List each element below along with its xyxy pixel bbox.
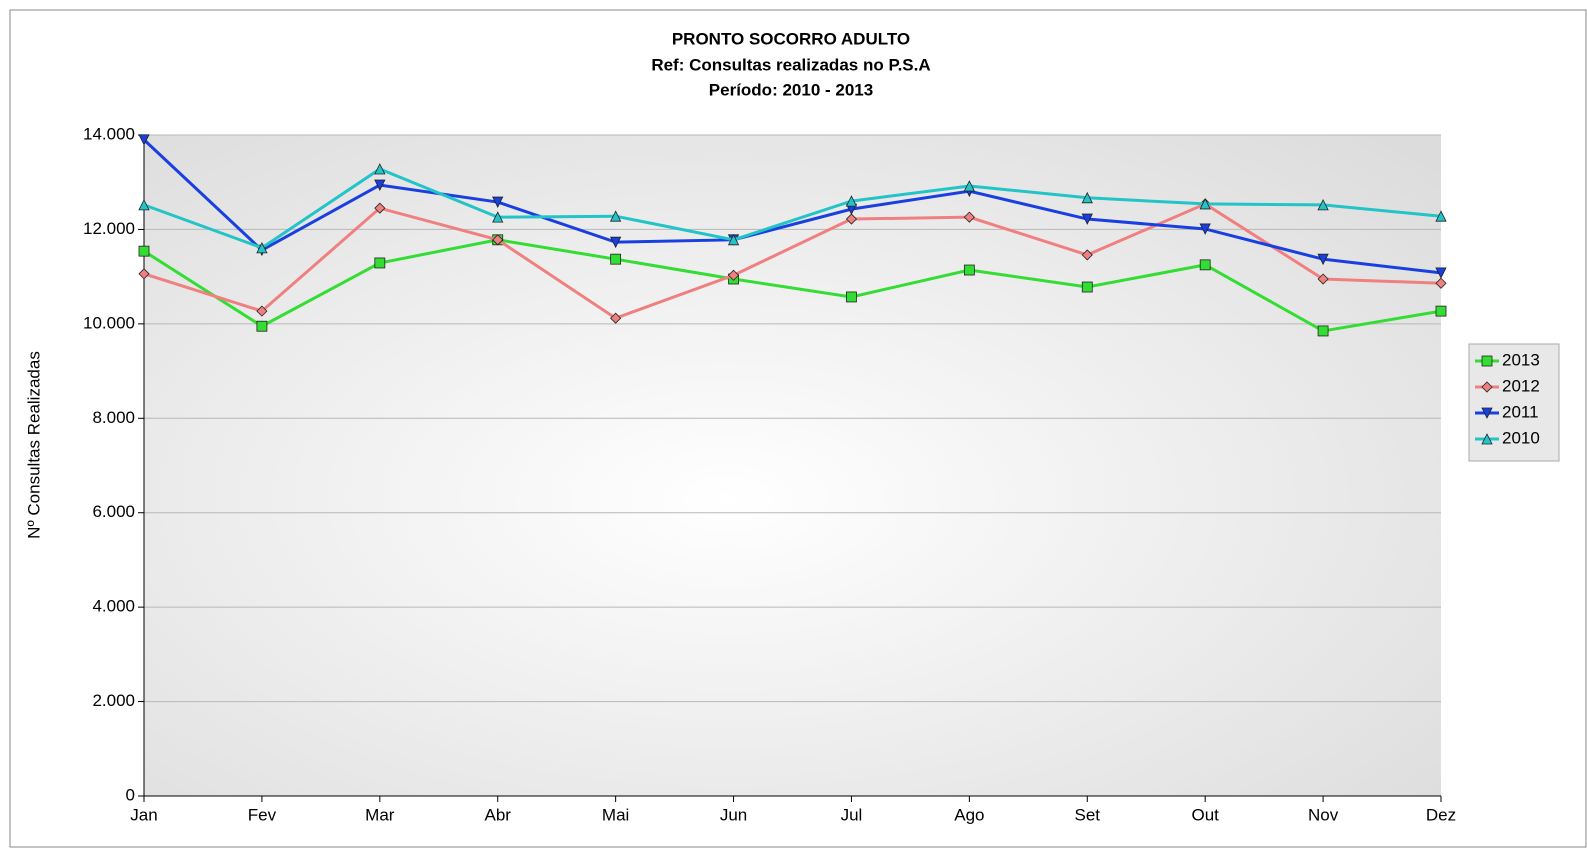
- marker: [256, 305, 268, 317]
- marker: [492, 234, 504, 246]
- marker: [374, 257, 386, 269]
- y-tick-label: 4.000: [92, 597, 135, 616]
- y-tick-label: 0: [126, 785, 135, 804]
- marker: [609, 210, 622, 222]
- marker: [845, 213, 858, 225]
- marker: [1317, 273, 1329, 285]
- x-tick-label: Fev: [248, 805, 277, 824]
- marker: [609, 236, 622, 249]
- x-tick-label: Mar: [365, 805, 395, 824]
- marker: [1317, 198, 1329, 211]
- marker: [138, 198, 150, 211]
- chart-title: PRONTO SOCORRO ADULTO: [672, 29, 910, 48]
- series-line: [143, 202, 1442, 320]
- marker: [1481, 407, 1493, 419]
- marker: [256, 241, 268, 254]
- marker: [1081, 213, 1093, 225]
- y-tick-label: 2.000: [92, 691, 135, 710]
- series-line: [143, 238, 1442, 333]
- marker: [1435, 305, 1447, 317]
- marker: [374, 163, 386, 175]
- chart-subtitle: Período: 2010 - 2013: [709, 80, 873, 99]
- x-tick-label: Nov: [1308, 805, 1339, 824]
- marker: [1481, 433, 1493, 445]
- legend-label: 2012: [1502, 376, 1540, 395]
- y-tick-label: 10.000: [83, 313, 135, 332]
- marker: [1081, 191, 1093, 204]
- marker: [610, 253, 622, 265]
- marker: [1199, 223, 1211, 235]
- y-tick-label: 8.000: [92, 408, 135, 427]
- x-tick-label: Abr: [484, 805, 511, 824]
- marker: [727, 233, 740, 246]
- marker: [610, 312, 622, 324]
- marker: [1199, 198, 1211, 210]
- series-line: [143, 167, 1442, 250]
- marker: [374, 179, 386, 191]
- marker: [492, 211, 504, 223]
- marker: [1199, 259, 1211, 271]
- x-tick-label: Out: [1191, 805, 1219, 824]
- marker: [1435, 210, 1447, 222]
- x-tick-label: Mai: [602, 805, 629, 824]
- legend-label: 2013: [1502, 350, 1540, 369]
- marker: [1317, 325, 1329, 337]
- plot-area: [144, 135, 1441, 796]
- y-tick-label: 14.000: [83, 124, 135, 143]
- marker: [963, 211, 975, 223]
- x-tick-label: Jul: [841, 805, 863, 824]
- marker: [1435, 267, 1447, 279]
- marker: [256, 320, 268, 332]
- legend-label: 2011: [1502, 402, 1539, 421]
- y-tick-label: 6.000: [92, 502, 135, 521]
- marker: [138, 134, 150, 146]
- marker: [727, 269, 740, 281]
- marker: [138, 245, 150, 257]
- chart-subtitle: Ref: Consultas realizadas no P.S.A: [651, 55, 930, 74]
- x-tick-label: Jun: [720, 805, 747, 824]
- x-tick-label: Jan: [130, 805, 157, 824]
- y-tick-label: 12.000: [83, 219, 135, 238]
- series-line: [142, 138, 1442, 275]
- marker: [1317, 253, 1329, 266]
- y-axis-label: Nº Consultas Realizadas: [24, 351, 43, 539]
- marker: [138, 268, 150, 280]
- marker: [1081, 281, 1093, 293]
- marker: [1481, 381, 1493, 393]
- marker: [846, 291, 857, 303]
- marker: [1481, 355, 1493, 367]
- marker: [1081, 249, 1093, 261]
- marker: [963, 180, 976, 192]
- marker: [963, 264, 975, 276]
- marker: [1435, 277, 1447, 289]
- x-tick-label: Ago: [954, 805, 984, 824]
- marker: [845, 195, 858, 207]
- legend-label: 2010: [1502, 428, 1540, 447]
- x-tick-label: Set: [1075, 805, 1101, 824]
- marker: [492, 196, 504, 208]
- marker: [374, 202, 386, 214]
- x-tick-label: Dez: [1426, 805, 1456, 824]
